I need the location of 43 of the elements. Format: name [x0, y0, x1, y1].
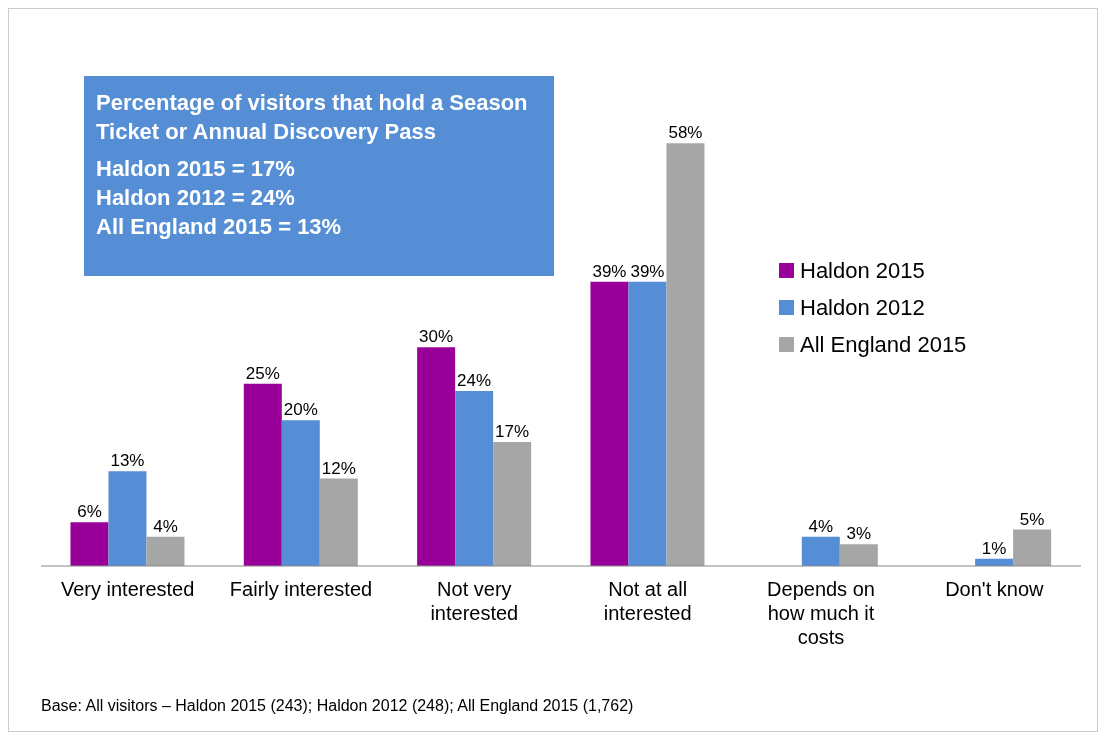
data-label: 12%: [321, 458, 356, 478]
data-label: 39%: [592, 261, 627, 281]
bar: [243, 383, 282, 566]
legend-label: All England 2015: [800, 331, 967, 359]
x-tick-label: Depends on how much it costs: [767, 578, 875, 648]
bar: [108, 471, 147, 566]
x-tick-label: Not at all interested: [603, 578, 692, 624]
text: Base: All visitors – Haldon 2015 (243); Haldon 2012 (248); All England 2015 (1,762): [41, 697, 634, 715]
bar: [455, 391, 494, 566]
bar: [801, 536, 840, 566]
chart-title: Percentage of visitors that hold a Season Ticket or Annual Discovery Pass: [96, 89, 529, 146]
data-label: 30%: [419, 327, 454, 347]
legend-label: Haldon 2012: [800, 294, 925, 322]
legend-label: Haldon 2015: [800, 257, 925, 285]
data-label: 13%: [110, 451, 145, 471]
data-label: 39%: [630, 261, 665, 281]
data-label: 3%: [846, 524, 872, 544]
x-tick-label: Very interested: [60, 578, 195, 600]
data-label: 58%: [668, 123, 703, 143]
bar: [493, 442, 532, 566]
bar: [666, 143, 705, 566]
bar: [839, 544, 878, 566]
bar: [319, 478, 358, 566]
bar: [70, 522, 109, 566]
bar: [281, 420, 320, 566]
x-tick-label: Don't know: [945, 578, 1045, 600]
x-tick-label: Not very interested: [430, 578, 519, 624]
data-label: 17%: [495, 422, 530, 442]
bar: [417, 347, 456, 566]
data-label: 6%: [77, 502, 102, 522]
data-label: 25%: [245, 363, 280, 383]
data-label: 4%: [153, 516, 178, 536]
bar: [590, 281, 629, 566]
data-label: 24%: [457, 371, 492, 391]
text: Haldon 2015 = 17% Haldon 2012 = 24% All England 2015 = 13%: [96, 155, 343, 241]
data-label: 20%: [283, 400, 318, 420]
data-label: 4%: [808, 516, 834, 536]
bar: [1013, 529, 1052, 566]
bar: [146, 536, 185, 566]
data-label: 1%: [981, 538, 1007, 558]
data-label: 5%: [1019, 509, 1045, 529]
x-tick-label: Fairly interested: [229, 578, 373, 600]
bar: [628, 281, 667, 566]
